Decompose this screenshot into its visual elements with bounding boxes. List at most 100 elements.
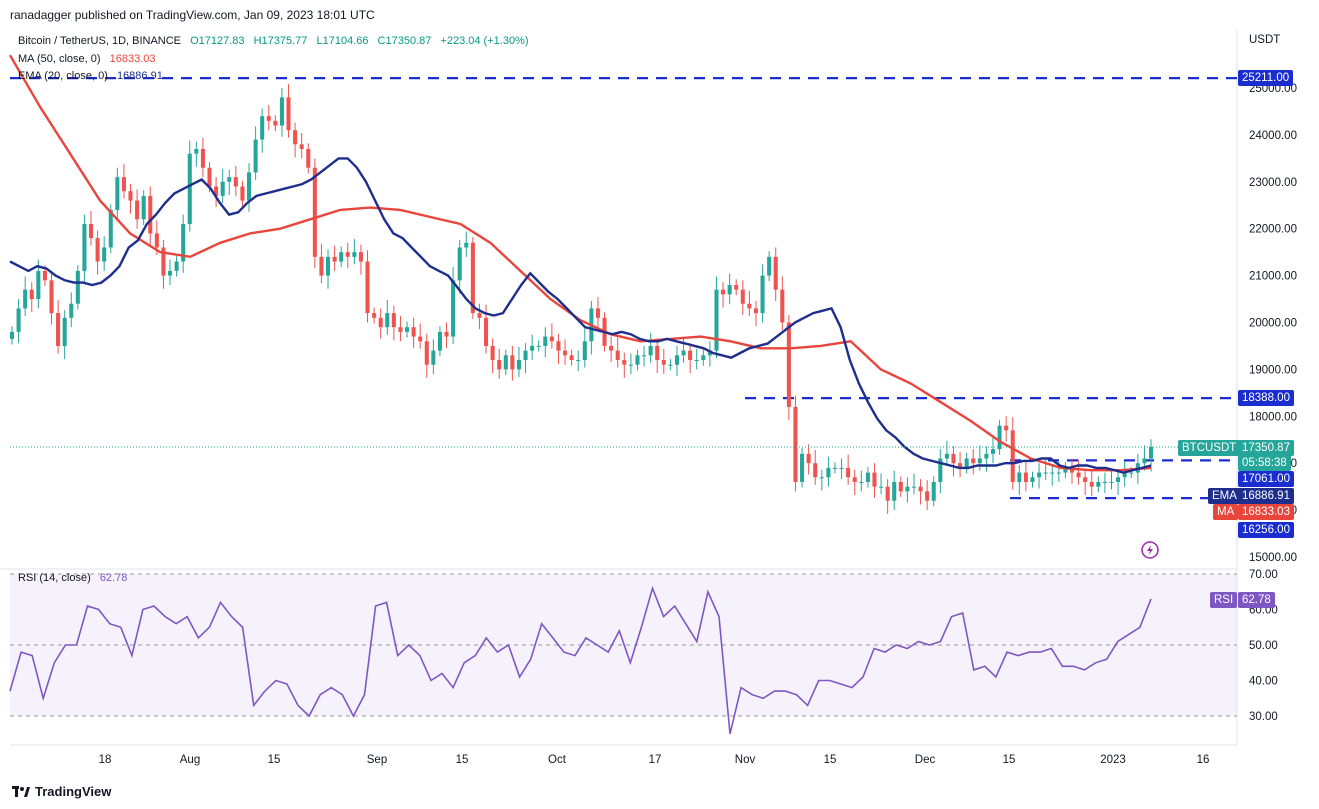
candle-body <box>938 458 943 482</box>
candle <box>1037 463 1042 489</box>
legend-symbol: Bitcoin / TetherUS, 1D, BINANCE <box>18 35 182 47</box>
candle <box>806 444 811 475</box>
candle-body <box>615 350 620 361</box>
candle-body <box>273 120 278 126</box>
candle-body <box>194 148 199 154</box>
candle-body <box>1023 472 1028 482</box>
legend-ema[interactable]: EMA (20, close, 0) 16886.91 <box>18 70 169 82</box>
candle-body <box>167 270 173 276</box>
candle-body <box>312 167 317 257</box>
candle <box>846 454 851 485</box>
candle-body <box>82 224 87 271</box>
price-tick-label: 15000.00 <box>1249 552 1297 564</box>
candle-body <box>543 336 548 346</box>
candle <box>1102 472 1107 494</box>
candle <box>115 167 120 222</box>
ma-line <box>8 54 1152 472</box>
candle <box>859 470 864 492</box>
candle-body <box>490 345 495 361</box>
candle <box>293 122 298 158</box>
candle-body <box>674 355 679 365</box>
candle-body <box>365 261 370 314</box>
candle <box>424 333 429 378</box>
publisher-line: ranadagger published on TradingView.com,… <box>10 8 375 22</box>
candle-body <box>451 280 456 337</box>
candle <box>569 349 574 366</box>
candle <box>918 479 923 505</box>
candle-body <box>609 345 614 351</box>
candle-body <box>925 491 930 501</box>
candle <box>490 338 495 374</box>
candle-body <box>1142 458 1147 464</box>
candle <box>753 300 759 327</box>
candle <box>543 327 548 358</box>
candle-body <box>806 453 811 464</box>
candle-body <box>819 477 824 479</box>
candle-body <box>918 486 923 492</box>
legend-ma[interactable]: MA (50, close, 0) 16833.03 <box>18 53 162 65</box>
candle-body <box>892 481 897 501</box>
candle-body <box>832 467 838 469</box>
candle <box>780 276 785 331</box>
candle <box>266 104 271 131</box>
candle-body <box>530 345 535 351</box>
candle-body <box>1004 425 1009 431</box>
candle-body <box>872 472 877 487</box>
time-tick-label: 15 <box>1003 754 1016 766</box>
tradingview-brand[interactable]: TradingView <box>12 784 111 799</box>
candle-body <box>879 486 884 488</box>
candle <box>75 265 80 310</box>
candle-body <box>740 289 745 304</box>
candle-body <box>1122 472 1127 478</box>
candle-body <box>42 270 47 281</box>
ema-line <box>9 157 1152 474</box>
candle-body <box>1056 472 1061 474</box>
candle <box>767 251 772 282</box>
candle-body <box>253 139 258 173</box>
time-tick-label: Aug <box>180 754 200 766</box>
candle-body <box>108 209 113 248</box>
legend-change: +223.04 (+1.30%) <box>440 35 529 47</box>
candle <box>668 359 673 371</box>
candle-body <box>793 406 798 482</box>
candle-body <box>813 463 818 478</box>
candle <box>536 340 541 352</box>
candle-body <box>944 453 949 459</box>
candle <box>721 282 726 308</box>
candle <box>813 450 818 485</box>
candle <box>174 255 179 277</box>
candle-body <box>69 303 74 318</box>
candle-body <box>411 327 416 337</box>
price-tick-label: 21000.00 <box>1249 271 1297 283</box>
candle-body <box>470 242 475 314</box>
candle-body <box>563 350 568 356</box>
level-tag-17061: 17061.00 <box>1238 471 1294 487</box>
candle <box>464 231 469 257</box>
candle-body <box>207 167 212 187</box>
candle-body <box>404 327 410 332</box>
candle <box>286 84 291 138</box>
candle <box>325 249 331 289</box>
candle-body <box>325 256 331 276</box>
candle <box>997 420 1002 455</box>
legend-rsi[interactable]: RSI (14, close) 62.78 <box>18 572 133 584</box>
candle <box>892 470 897 511</box>
candle <box>220 168 225 204</box>
candle <box>135 189 140 229</box>
candle <box>69 292 74 328</box>
candle <box>615 337 620 368</box>
candle <box>1004 416 1009 442</box>
candle-body <box>839 467 844 469</box>
candle <box>352 239 357 265</box>
candle <box>358 244 363 275</box>
candle <box>451 267 456 345</box>
candle <box>800 448 805 488</box>
horizontal-levels <box>10 77 1237 500</box>
candle <box>530 334 535 361</box>
candle-body <box>49 280 54 314</box>
candle <box>911 473 917 495</box>
candle-body <box>721 289 726 295</box>
candle <box>727 273 732 304</box>
candle <box>747 290 752 316</box>
